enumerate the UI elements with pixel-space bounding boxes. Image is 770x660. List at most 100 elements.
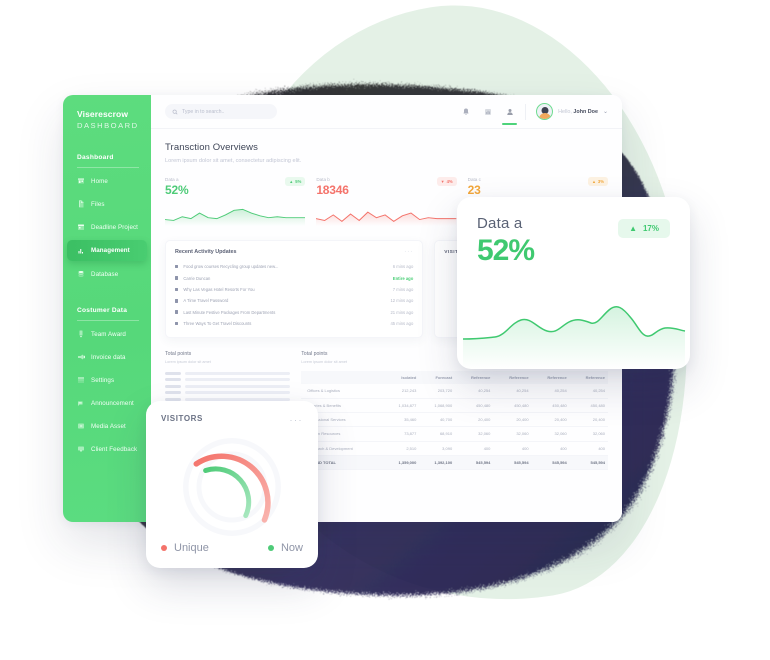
announcement-icon xyxy=(77,399,85,407)
user-name: John Doe xyxy=(573,108,598,115)
nav-group-costumer-data-title: Costumer Data xyxy=(77,307,128,314)
list-item[interactable]: Carrie Duncan Entire ago xyxy=(175,272,413,283)
sidebar-item-invoice-data[interactable]: Invoice data xyxy=(77,347,141,367)
column-header: Reference xyxy=(493,370,532,385)
brand-logo[interactable]: Viserescrow DASHBOARD xyxy=(63,109,151,131)
activity-text: Food grow courses Recycling group update… xyxy=(183,264,279,270)
stat-card-header: Data a 52% ▲ 5% xyxy=(165,177,306,197)
list-item[interactable]: A Time Travel Password 12 mins ago xyxy=(175,295,413,306)
page-subtitle: Lorem ipsum dolor sit amet, consectetur … xyxy=(165,158,302,164)
column-header: Forecast xyxy=(419,370,456,385)
column-header: Reference xyxy=(569,370,608,385)
data-table: Isolated Forecast Reference Reference Re… xyxy=(301,370,608,471)
sidebar-item-client-feedback[interactable]: Client Feedback xyxy=(77,439,141,459)
cell: 400 xyxy=(521,445,529,451)
badge-value: 4% xyxy=(446,179,453,184)
badge-value: 5% xyxy=(295,179,302,184)
table-row[interactable]: Research & Development 2,510 3,090 400 4… xyxy=(301,441,608,456)
activity-text: Last Minute Festive Packages From Depart… xyxy=(183,309,276,315)
top-bar: Type in to search.. Hello, John Doe ⌄ xyxy=(151,95,622,129)
cell: 212,243 xyxy=(401,388,417,394)
table-row[interactable]: Salaries & Benefits 1,034,877 1,068,900 … xyxy=(301,398,608,413)
floating-card-value: 52% xyxy=(477,234,535,267)
table-row[interactable]: Offices & Logistics 212,243 203,720 40,2… xyxy=(301,384,608,398)
panel-subtitle: Lorem ipsum dolor sit amet xyxy=(165,359,211,364)
cell: 203,720 xyxy=(437,388,453,394)
panel-title: Total points xyxy=(165,351,192,358)
user-greeting: Hello, John Doe xyxy=(558,109,598,115)
nav-divider xyxy=(77,320,139,321)
list-item[interactable]: Last Minute Festive Packages From Depart… xyxy=(175,307,413,318)
column-header xyxy=(301,370,384,385)
list-item[interactable]: Food grow courses Recycling group update… xyxy=(175,261,413,272)
cell: Salaries & Benefits xyxy=(307,402,342,408)
arrow-up-icon: ▲ xyxy=(591,178,596,184)
list-item xyxy=(165,383,291,390)
legend-swatch xyxy=(161,545,167,551)
cell: 400 xyxy=(560,445,567,451)
bar-right xyxy=(185,384,291,388)
activity-time: 45 mins ago xyxy=(390,321,414,327)
media-icon xyxy=(77,422,85,430)
stat-card-data-b[interactable]: Data b 18346 ▼ 4% xyxy=(316,177,457,226)
sidebar-item-settings[interactable]: Settings xyxy=(77,370,141,390)
status-badge: ▲ 5% xyxy=(285,177,306,186)
stat-value: 23 xyxy=(467,183,481,197)
arrow-down-icon: ▼ xyxy=(440,178,445,184)
list-item[interactable]: Why Las Vegas Hotel Resorts For You 7 min… xyxy=(175,284,413,295)
chart-icon[interactable] xyxy=(482,95,493,129)
chart-legend: Unique Now xyxy=(161,542,303,554)
status-badge: ▼ 4% xyxy=(436,177,457,186)
sidebar-item-database[interactable]: Database xyxy=(77,264,141,284)
panel-title: VISITORS xyxy=(444,250,470,255)
table-row[interactable]: Professional Services 35,460 40,700 20,4… xyxy=(301,412,608,427)
chevron-down-icon[interactable]: ⌄ xyxy=(602,109,608,115)
user-icon[interactable] xyxy=(502,95,518,129)
status-badge: ▲ 17% xyxy=(618,219,670,238)
stat-card-data-a[interactable]: Data a 52% ▲ 5% xyxy=(165,177,306,226)
panel-title: Total points xyxy=(301,351,328,358)
settings-icon xyxy=(77,376,85,384)
legend-swatch xyxy=(267,545,274,551)
bar-left xyxy=(165,384,181,388)
more-options-icon[interactable]: ··· xyxy=(289,415,303,425)
list-item[interactable]: Three Ways To Get Travel Discounts 45 min… xyxy=(175,318,413,329)
floating-data-card: Data a 52% ▲ 17% xyxy=(457,197,690,369)
cell: 20,400 xyxy=(554,417,567,423)
cell: 545,594 xyxy=(569,455,608,470)
more-options-icon[interactable]: ··· xyxy=(404,249,414,255)
activity-text: Three Ways To Get Travel Discounts xyxy=(183,321,252,327)
sidebar-item-team-award[interactable]: Team Award xyxy=(77,324,141,344)
bell-icon[interactable] xyxy=(460,95,471,129)
activity-time: 12 mins ago xyxy=(390,298,414,304)
feedback-icon xyxy=(77,445,85,453)
stat-label: Data b xyxy=(316,177,330,182)
cell: Research & Development xyxy=(307,445,353,451)
cell: 40,254 xyxy=(592,388,605,394)
table-row[interactable]: Human Resources 73,877 68,910 32,060 32,… xyxy=(301,427,608,442)
table-panel: Total points Lorem ipsum dolor sit amet … xyxy=(301,351,608,470)
sidebar-item-label: Files xyxy=(91,200,105,208)
stat-value: 18346 xyxy=(316,183,349,197)
sidebar-item-label: Invoice data xyxy=(91,353,126,361)
floating-card-title: VISITORS xyxy=(161,414,203,423)
user-menu[interactable]: Hello, John Doe ⌄ xyxy=(536,103,608,120)
cell: 40,254 xyxy=(516,388,529,394)
bullet-icon xyxy=(175,310,179,314)
bullet-icon xyxy=(175,299,179,303)
cell: 73,877 xyxy=(404,431,417,437)
sidebar-item-announcement[interactable]: Announcement xyxy=(77,393,141,413)
search-input[interactable]: Type in to search.. xyxy=(165,104,277,119)
sidebar-item-media-asset[interactable]: Media Asset xyxy=(77,416,141,436)
cell: 450,480 xyxy=(590,402,605,408)
sidebar-item-home[interactable]: Home xyxy=(77,171,141,191)
invoice-icon xyxy=(77,353,85,361)
sidebar-item-management[interactable]: Management xyxy=(67,240,147,261)
cell: 545,594 xyxy=(493,455,532,470)
cell: 40,700 xyxy=(439,417,453,423)
sidebar-item-files[interactable]: Files xyxy=(77,194,141,214)
sidebar-item-deadline-project[interactable]: Deadline Project xyxy=(77,217,141,237)
stat-label: Data a xyxy=(165,177,179,182)
cell: 68,910 xyxy=(439,431,453,437)
